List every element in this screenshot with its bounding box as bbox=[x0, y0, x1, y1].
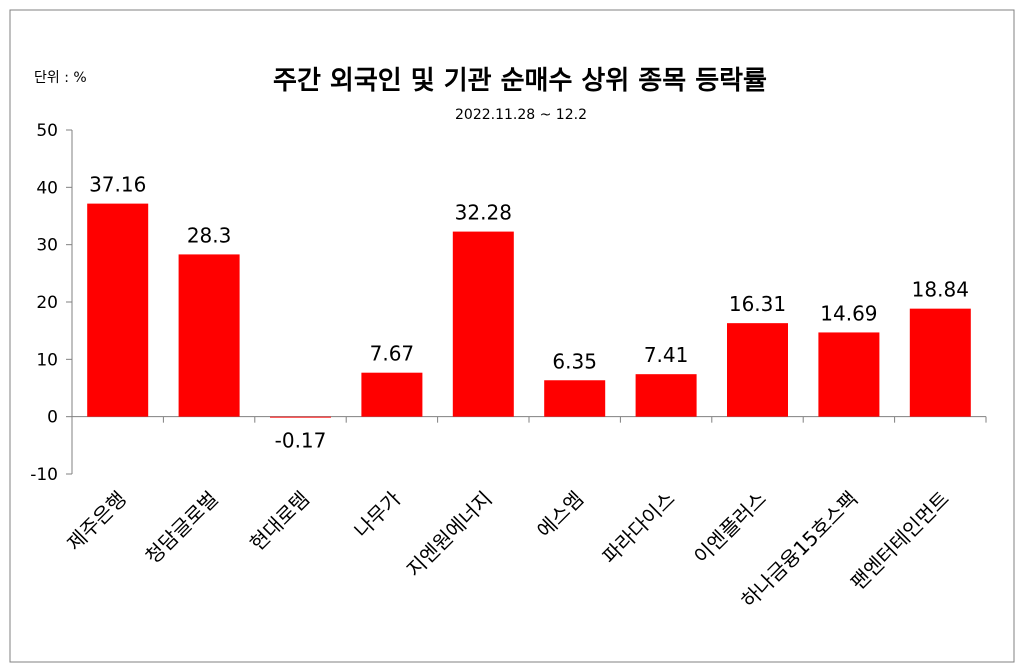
y-tick-label: 40 bbox=[36, 178, 58, 198]
chart-title: 주간 외국인 및 기관 순매수 상위 종목 등락률 bbox=[273, 66, 767, 96]
data-label: -0.17 bbox=[275, 429, 327, 453]
bar bbox=[178, 254, 240, 417]
bar bbox=[270, 416, 331, 418]
bar bbox=[818, 332, 880, 417]
data-label: 7.41 bbox=[644, 343, 689, 367]
y-tick-label: 20 bbox=[36, 293, 58, 313]
bar bbox=[361, 372, 423, 417]
data-label: 14.69 bbox=[820, 301, 877, 325]
bar bbox=[87, 203, 149, 417]
data-label: 32.28 bbox=[455, 201, 512, 225]
y-tick-label: 50 bbox=[36, 121, 58, 141]
data-label: 28.3 bbox=[187, 223, 232, 247]
unit-label: 단위 : % bbox=[34, 70, 87, 86]
y-tick-label: -10 bbox=[30, 465, 58, 485]
data-label: 37.16 bbox=[89, 173, 146, 197]
bar bbox=[635, 374, 697, 417]
bar bbox=[909, 308, 971, 417]
data-label: 16.31 bbox=[729, 292, 786, 316]
chart-subtitle: 2022.11.28 ~ 12.2 bbox=[455, 107, 587, 123]
data-label: 6.35 bbox=[552, 349, 597, 373]
data-label: 7.67 bbox=[370, 342, 415, 366]
bar bbox=[544, 380, 606, 417]
y-tick-label: 30 bbox=[36, 236, 58, 256]
y-tick-label: 10 bbox=[36, 350, 58, 370]
bar bbox=[727, 323, 788, 417]
y-tick-label: 0 bbox=[47, 408, 58, 428]
bars-layer bbox=[87, 203, 971, 418]
bar bbox=[452, 231, 514, 417]
data-label: 18.84 bbox=[912, 278, 969, 302]
